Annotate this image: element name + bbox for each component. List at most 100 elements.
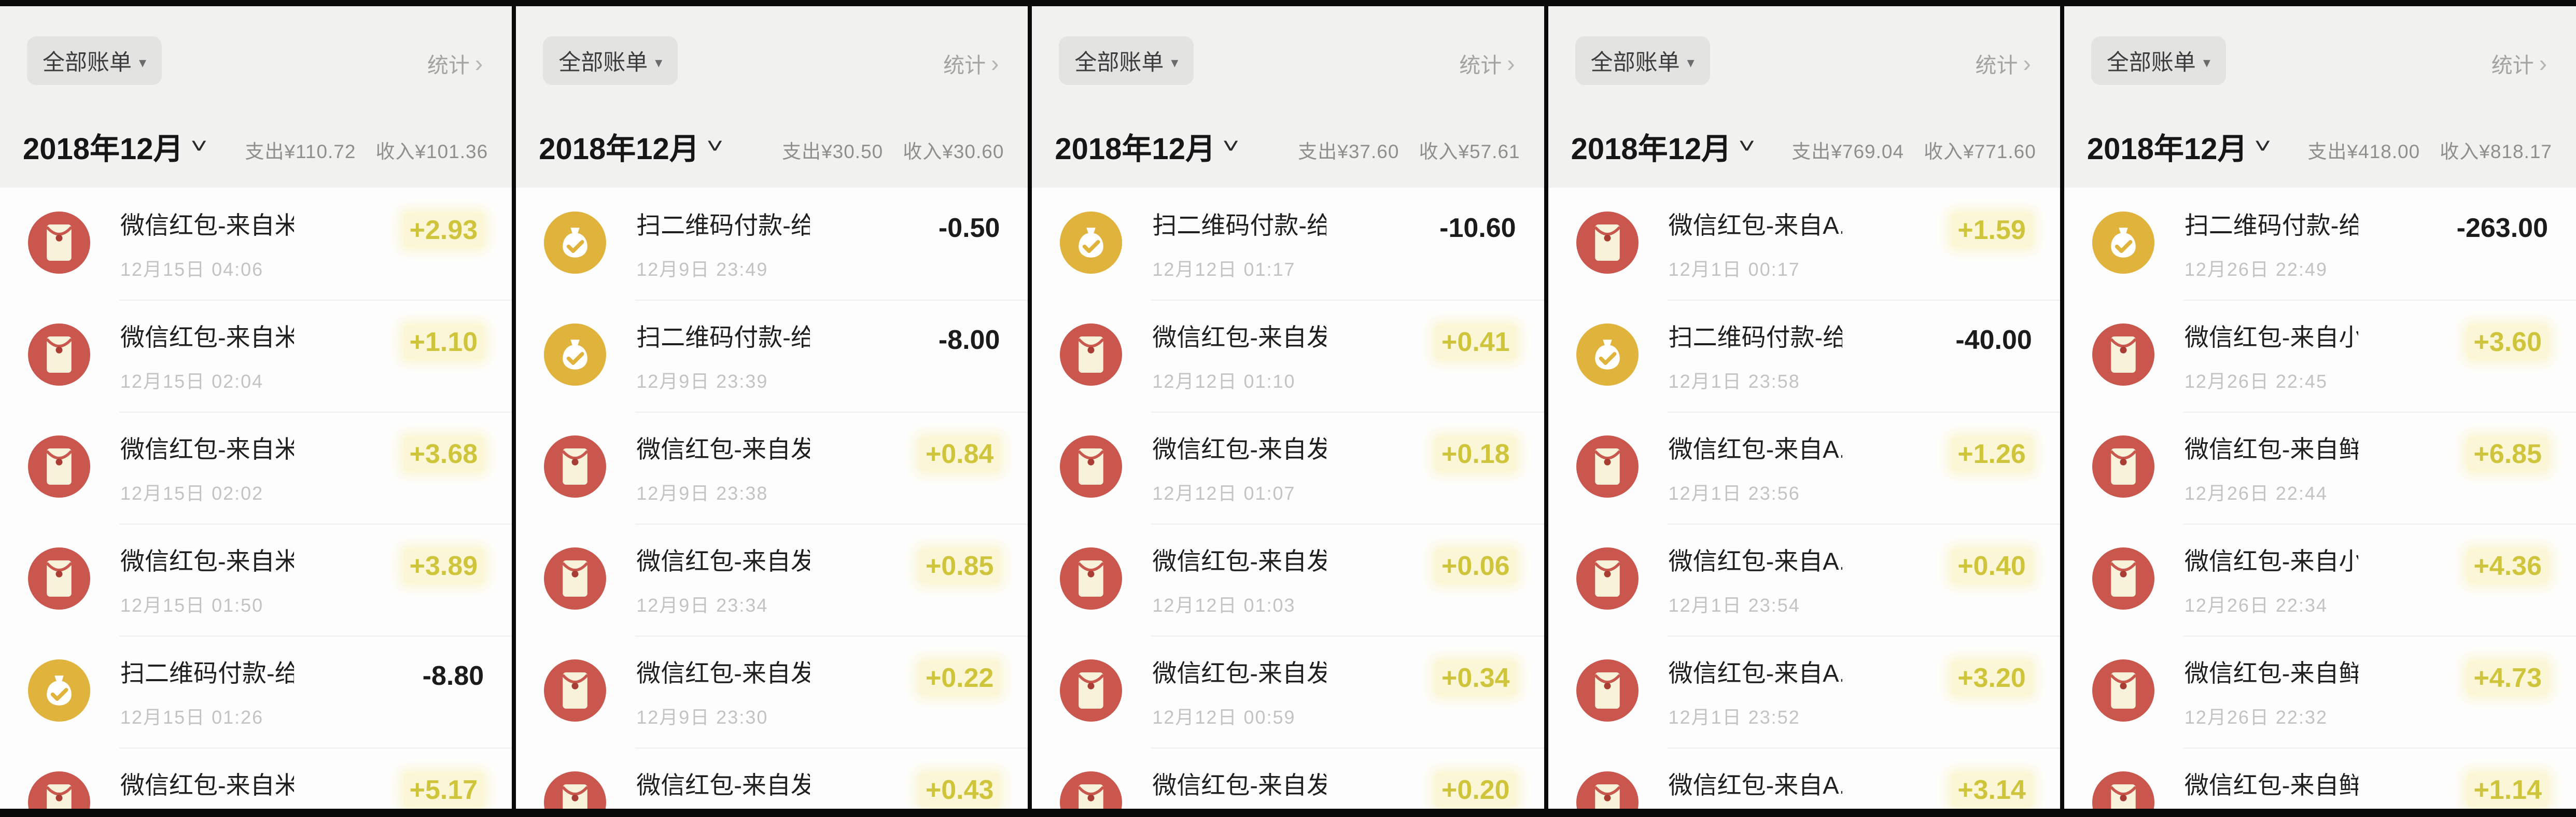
transaction-amount: -263.00	[2456, 213, 2549, 243]
transaction-amount: -40.00	[1955, 325, 2032, 355]
transaction-row[interactable]: 微信红包-来自A.J 12月1日 23:52 +3.20	[1548, 636, 2060, 748]
transaction-row[interactable]: 微信红包-来自米赛尔12-… 12月15日 04:06 +2.93	[0, 188, 512, 300]
account-filter-dropdown[interactable]: 全部账单 ▾	[2091, 36, 2226, 85]
transaction-row[interactable]: 微信红包-来自发包 +0.20	[1032, 748, 1544, 809]
red-packet-icon	[544, 771, 606, 809]
transaction-amount: +0.40	[1951, 548, 2032, 584]
transaction-amount: +1.10	[403, 325, 484, 360]
transaction-date: 12月12日 01:17	[1152, 259, 1296, 280]
account-filter-dropdown[interactable]: 全部账单 ▾	[1575, 36, 1710, 85]
transaction-row[interactable]: 微信红包-来自A.J 12月1日 23:56 +1.26	[1548, 412, 2060, 524]
transaction-row[interactable]: 微信红包-来自发包 12月9日 23:34 +0.85	[516, 524, 1028, 636]
transaction-title: 微信红包-来自米赛尔12-…	[120, 212, 295, 239]
stats-link[interactable]: 统计 ›	[943, 48, 999, 79]
red-packet-icon	[2092, 771, 2154, 809]
stats-label: 统计	[943, 53, 986, 77]
month-summary: 支出¥110.72 收入¥101.36	[245, 136, 488, 164]
transaction-title: 微信红包-来自发包	[1152, 771, 1326, 799]
expense-label: 支出	[245, 141, 285, 162]
transaction-row[interactable]: 微信红包-来自鲜海洋… 12月26日 22:32 +4.73	[2064, 636, 2576, 748]
transaction-amount: +3.89	[403, 548, 484, 584]
transaction-title: 微信红包-来自鲜海洋…	[2184, 659, 2359, 687]
transaction-date: 12月26日 22:49	[2184, 259, 2328, 280]
transaction-date: 12月12日 00:59	[1152, 707, 1296, 728]
month-selector[interactable]: 2018年12月 ˅	[23, 124, 207, 168]
transaction-amount: +0.18	[1435, 436, 1516, 472]
expense-value: ¥30.50	[821, 141, 884, 162]
transaction-row[interactable]: 微信红包-来自发包 12月12日 01:03 +0.06	[1032, 524, 1544, 636]
stats-link[interactable]: 统计 ›	[1459, 48, 1515, 79]
transaction-date: 12月1日 23:56	[1668, 483, 1800, 504]
transaction-row[interactable]: 扫二维码付款-给蕾蕾的… 12月1日 23:58 -40.00	[1548, 300, 2060, 412]
transaction-amount: +3.68	[403, 436, 484, 472]
stats-link[interactable]: 统计 ›	[2491, 48, 2547, 79]
transaction-row[interactable]: 微信红包-来自发包 12月12日 01:10 +0.41	[1032, 300, 1544, 412]
red-packet-icon	[1060, 435, 1122, 498]
transaction-date: 12月1日 23:54	[1668, 595, 1800, 616]
transaction-title: 微信红包-来自发包	[636, 771, 810, 799]
transaction-row[interactable]: 扫二维码付款-给°C-钦 12月9日 23:49 -0.50	[516, 188, 1028, 300]
transaction-row[interactable]: 扫二维码付款-给A.醉… 12月26日 22:49 -263.00	[2064, 188, 2576, 300]
transaction-amount: +0.06	[1435, 548, 1516, 584]
red-packet-icon	[1060, 659, 1122, 722]
transaction-row[interactable]: 扫二维码付款-给°C-钦 12月12日 01:17 -10.60	[1032, 188, 1544, 300]
transaction-row[interactable]: 微信红包-来自鲜海洋… +1.14	[2064, 748, 2576, 809]
expense-value: ¥769.04	[1831, 141, 1905, 162]
month-selector[interactable]: 2018年12月 ˅	[539, 124, 723, 168]
transaction-title: 微信红包-来自A.J	[1668, 435, 1842, 463]
month-selector[interactable]: 2018年12月 ˅	[2087, 124, 2272, 168]
transaction-date: 12月26日 22:34	[2184, 595, 2328, 616]
transaction-date: 12月1日 23:52	[1668, 707, 1800, 728]
month-row: 2018年12月 ˅ 支出¥769.04 收入¥771.60	[1548, 115, 2060, 188]
transaction-amount: +0.84	[919, 436, 1000, 472]
month-selector[interactable]: 2018年12月 ˅	[1571, 124, 1756, 168]
header-bar: 全部账单 ▾ 统计 ›	[0, 6, 512, 115]
income-label: 收入	[1419, 141, 1459, 162]
transaction-date: 12月26日 22:44	[2184, 483, 2328, 504]
expense-label: 支出	[1791, 141, 1831, 162]
transaction-row[interactable]: 微信红包-来自A.J +3.14	[1548, 748, 2060, 809]
transaction-row[interactable]: 扫二维码付款-给溢漾好… 12月15日 01:26 -8.80	[0, 636, 512, 748]
transaction-date: 12月15日 04:06	[120, 259, 264, 280]
transaction-row[interactable]: 微信红包-来自米赛尔12-… 12月15日 02:04 +1.10	[0, 300, 512, 412]
transaction-row[interactable]: 微信红包-来自鲜海洋… 12月26日 22:44 +6.85	[2064, 412, 2576, 524]
transaction-row[interactable]: 微信红包-来自小冷 12月26日 22:45 +3.60	[2064, 300, 2576, 412]
account-filter-dropdown[interactable]: 全部账单 ▾	[27, 36, 162, 85]
chevron-right-icon: ›	[991, 50, 999, 77]
transaction-row[interactable]: 微信红包-来自米赛尔12-… +5.17	[0, 748, 512, 809]
transaction-row[interactable]: 微信红包-来自发包 12月9日 23:30 +0.22	[516, 636, 1028, 748]
transaction-row[interactable]: 微信红包-来自米赛尔12-… 12月15日 01:50 +3.89	[0, 524, 512, 636]
stats-link[interactable]: 统计 ›	[1975, 48, 2031, 79]
bottom-black-bar	[0, 809, 2576, 817]
transaction-row[interactable]: 微信红包-来自发包 12月9日 23:38 +0.84	[516, 412, 1028, 524]
month-label: 2018年12月	[2087, 132, 2248, 166]
transaction-row[interactable]: 微信红包-来自小冷 12月26日 22:34 +4.36	[2064, 524, 2576, 636]
transaction-title: 微信红包-来自A.J	[1668, 547, 1842, 575]
transaction-row[interactable]: 微信红包-来自米赛尔12-… 12月15日 02:02 +3.68	[0, 412, 512, 524]
income-label: 收入	[903, 141, 943, 162]
money-bag-icon	[1060, 212, 1122, 274]
transaction-row[interactable]: 微信红包-来自发包 12月12日 01:07 +0.18	[1032, 412, 1544, 524]
transaction-date: 12月9日 23:34	[636, 595, 768, 616]
chevron-down-icon: ▾	[139, 54, 147, 71]
transaction-row[interactable]: 扫二维码付款-给°C-钦 12月9日 23:39 -8.00	[516, 300, 1028, 412]
transaction-row[interactable]: 微信红包-来自发包 12月12日 00:59 +0.34	[1032, 636, 1544, 748]
account-filter-dropdown[interactable]: 全部账单 ▾	[1059, 36, 1194, 85]
bill-screen-4: 全部账单 ▾ 统计 › 2018年12月 ˅ 支出¥769.04 收入¥771.6…	[1548, 6, 2060, 809]
stats-link[interactable]: 统计 ›	[427, 48, 483, 79]
transaction-amount: +6.85	[2467, 436, 2549, 472]
income-label: 收入	[1924, 141, 1964, 162]
month-selector[interactable]: 2018年12月 ˅	[1055, 124, 1239, 168]
red-packet-icon	[1576, 212, 1639, 274]
account-filter-dropdown[interactable]: 全部账单 ▾	[543, 36, 678, 85]
transaction-title: 微信红包-来自发包	[636, 659, 810, 687]
red-packet-icon	[544, 435, 606, 498]
transaction-amount: +0.20	[1435, 772, 1516, 808]
red-packet-icon	[1576, 435, 1639, 498]
header-bar: 全部账单 ▾ 统计 ›	[516, 6, 1028, 115]
transaction-row[interactable]: 微信红包-来自A.J 12月1日 23:54 +0.40	[1548, 524, 2060, 636]
transaction-row[interactable]: 微信红包-来自A.J 12月1日 00:17 +1.59	[1548, 188, 2060, 300]
chevron-right-icon: ›	[1507, 50, 1515, 77]
transaction-row[interactable]: 微信红包-来自发包 +0.43	[516, 748, 1028, 809]
transaction-date: 12月26日 22:45	[2184, 371, 2328, 392]
